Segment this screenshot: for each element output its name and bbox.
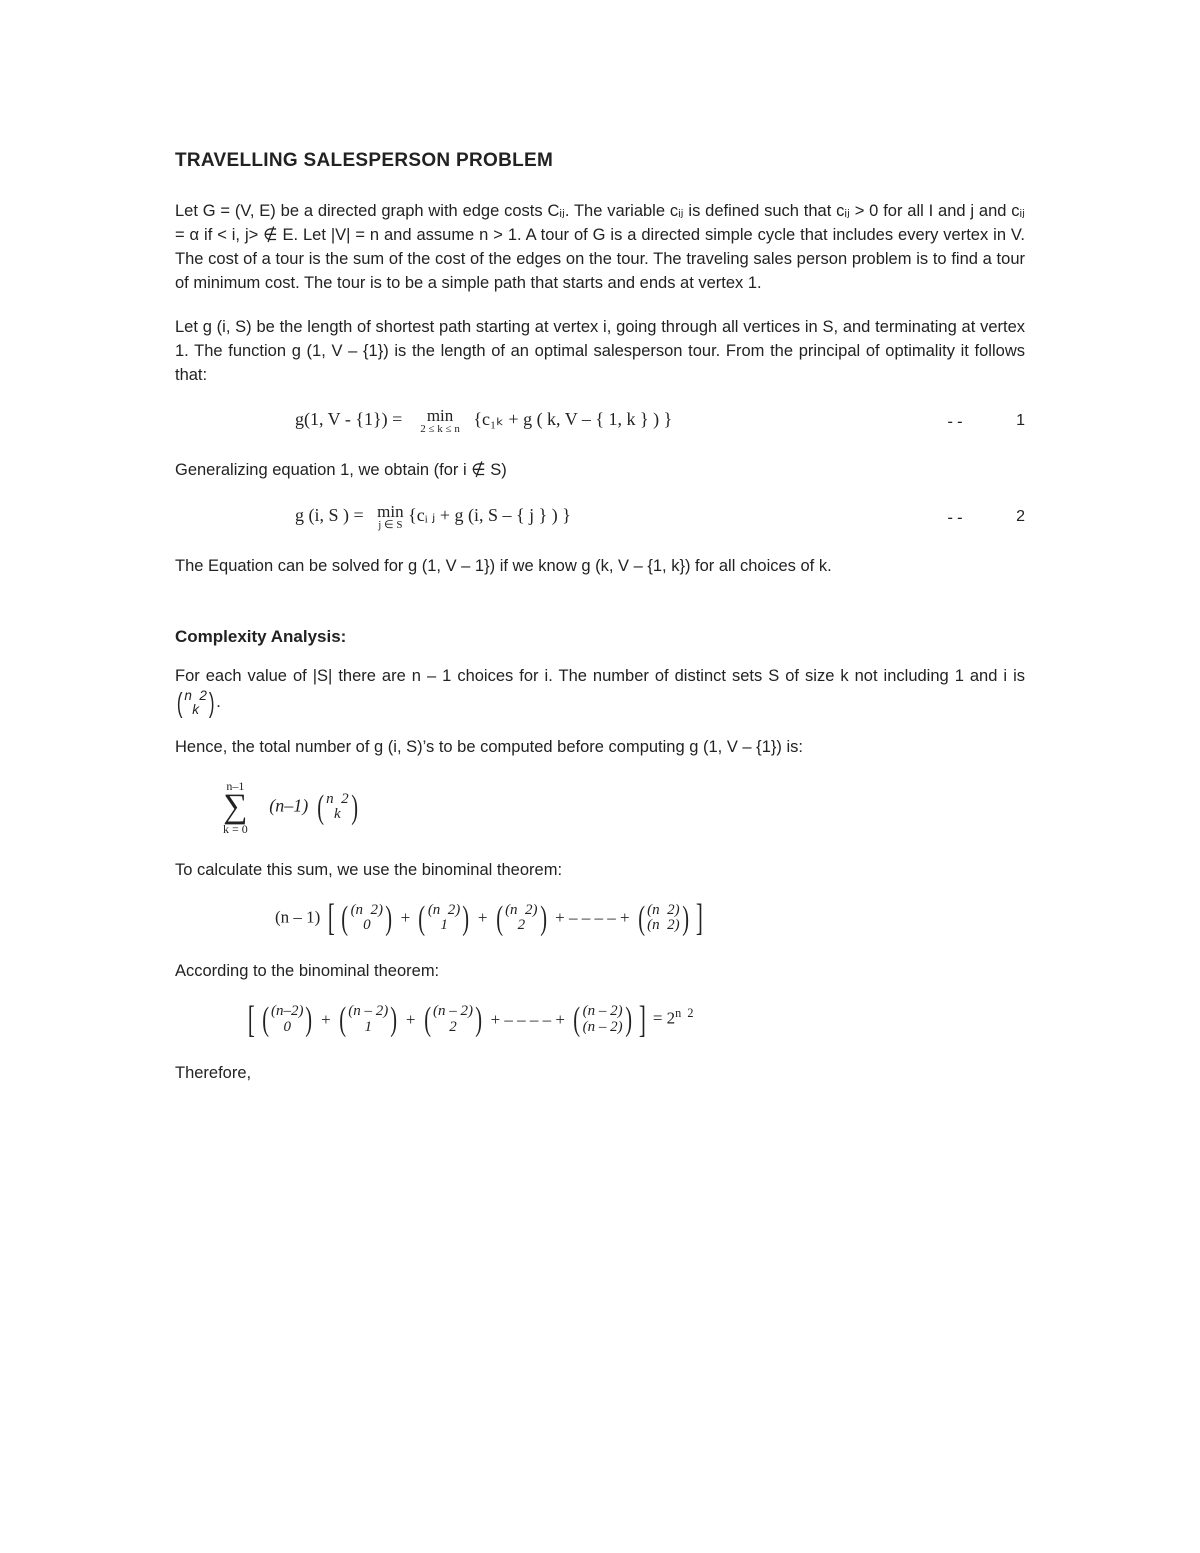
sum-binomial: ( n 2 k ) <box>315 792 360 824</box>
eq1-min-operator: min 2 ≤ k ≤ n <box>420 407 460 435</box>
paragraph-binomial-intro: To calculate this sum, we use the binomi… <box>175 859 1025 883</box>
paragraph-therefore: Therefore, <box>175 1062 1025 1086</box>
eq2-min-operator: min j ∈ S <box>377 503 403 531</box>
paragraph-intro-1: Let G = (V, E) be a directed graph with … <box>175 200 1025 296</box>
equation-summation: n–1 ∑ k = 0 (n–1) ( n 2 k ) <box>175 780 1025 835</box>
paragraph-complexity-2: Hence, the total number of g (i, S)’s to… <box>175 736 1025 760</box>
equation-series-1: (n – 1) [ ( (n 2) 0 ) + ( (n 2) 1 ) <box>275 903 1025 935</box>
page-title: TRAVELLING SALESPERSON PROBLEM <box>175 150 1025 172</box>
document-page: TRAVELLING SALESPERSON PROBLEM Let G = (… <box>0 0 1200 1553</box>
eq1-lhs: g(1, V - {1}) = <box>295 410 402 430</box>
eq1-rhs: {c₁ₖ + g ( k, V – { 1, k } ) } <box>473 410 672 430</box>
sigma-operator: n–1 ∑ k = 0 <box>223 780 248 835</box>
paragraph-generalize: Generalizing equation 1, we obtain (for … <box>175 459 1025 483</box>
paragraph-binomial-result: According to the binominal theorem: <box>175 960 1025 984</box>
eq2-lhs: g (i, S ) = <box>295 506 364 526</box>
inline-binomial: ( n 2 k ) <box>175 689 216 716</box>
equation-series-2: [ ( (n–2) 0 ) + ( (n – 2) 1 ) + ( <box>245 1004 1025 1036</box>
sum-factor: (n–1) <box>269 796 308 816</box>
series2-equals: = 2 <box>653 1009 675 1028</box>
paragraph-solve-note: The Equation can be solved for g (1, V –… <box>175 555 1025 579</box>
eq2-dash: -- <box>915 508 995 527</box>
paragraph-intro-2: Let g (i, S) be the length of shortest p… <box>175 316 1025 388</box>
equation-1: g(1, V - {1}) = min 2 ≤ k ≤ n {c₁ₖ + g (… <box>175 407 1025 435</box>
series1-lead: (n – 1) <box>275 907 320 926</box>
series2-exponent: n 2 <box>675 1006 693 1020</box>
paragraph-complexity-1: For each value of |S| there are n – 1 ch… <box>175 665 1025 716</box>
eq1-dash: -- <box>915 412 995 431</box>
eq2-number: 2 <box>995 508 1025 526</box>
eq1-number: 1 <box>995 412 1025 430</box>
equation-2: g (i, S ) = min j ∈ S {cᵢ ⱼ + g (i, S – … <box>175 503 1025 531</box>
eq2-rhs: {cᵢ ⱼ + g (i, S – { j } ) } <box>408 506 571 526</box>
subheading-complexity: Complexity Analysis: <box>175 627 1025 647</box>
